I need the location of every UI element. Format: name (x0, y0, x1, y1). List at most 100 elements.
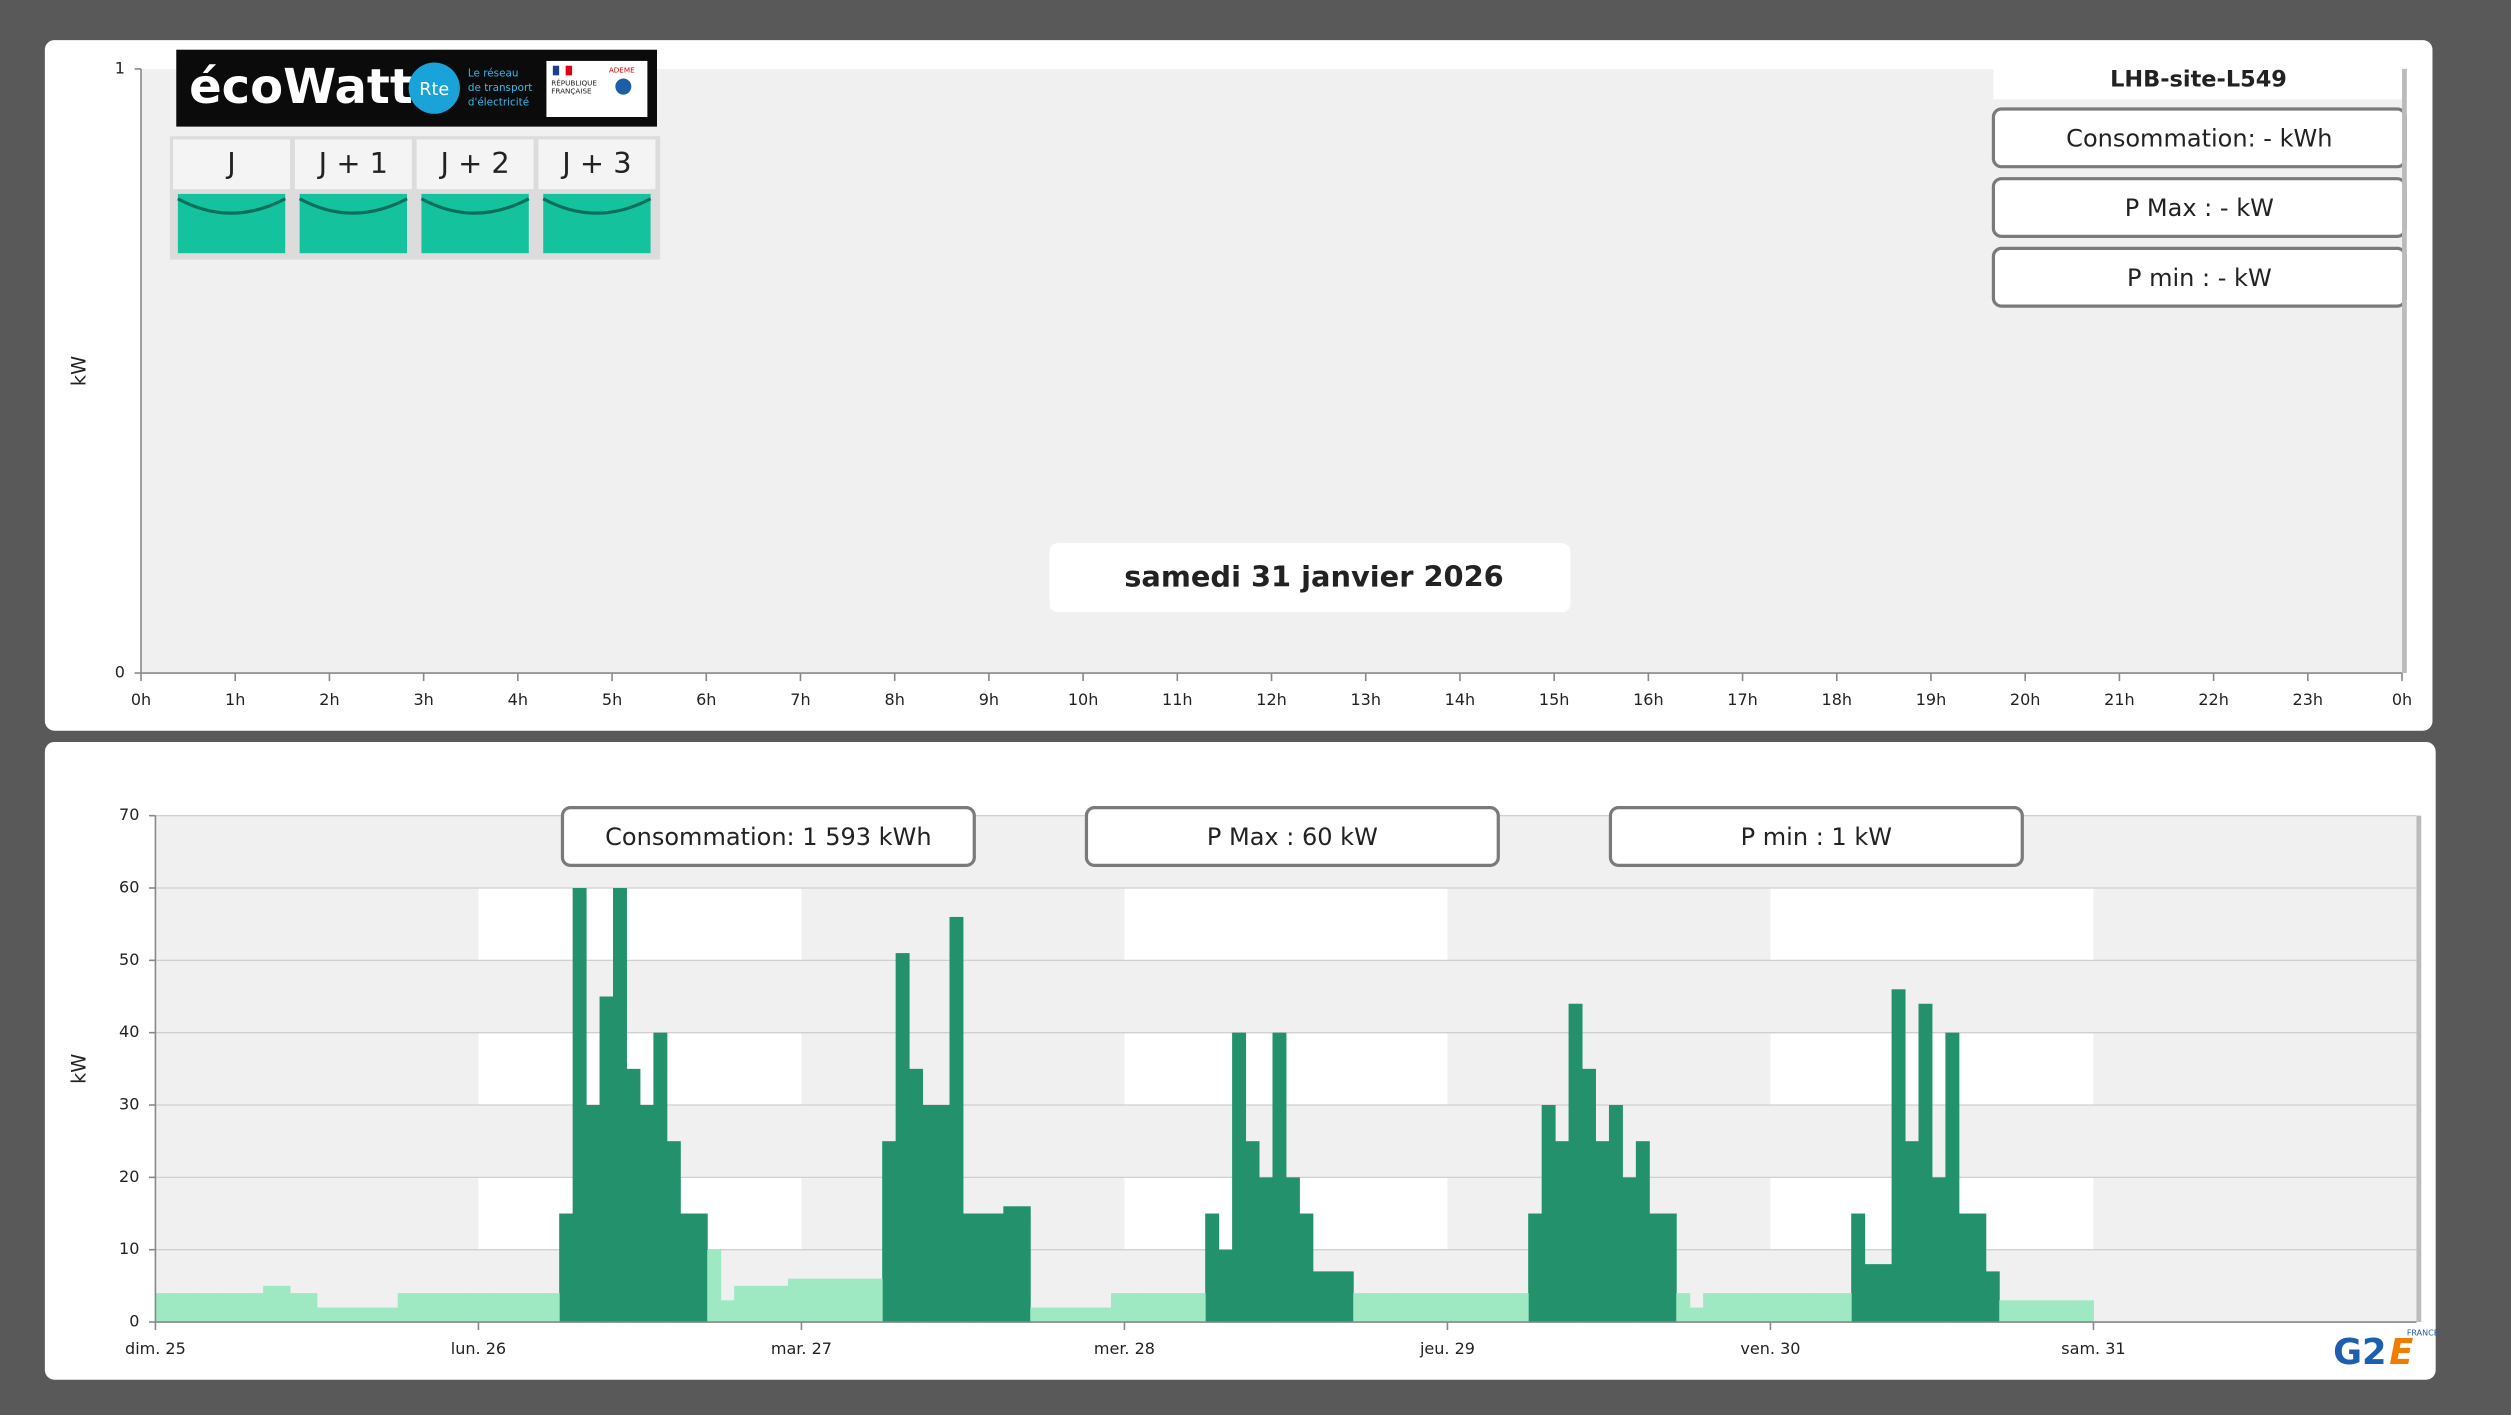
bar (1205, 1213, 1220, 1323)
stat-label: P Max : 60 kW (1207, 823, 1378, 851)
bar (1433, 1293, 1448, 1323)
day-header (294, 139, 412, 190)
x-tick-label: 14h (1445, 690, 1476, 709)
bar (707, 1249, 722, 1323)
bar (1043, 1307, 1058, 1323)
date-box (1049, 543, 1571, 613)
marks (155, 888, 2094, 1323)
y-tick-label: 0 (129, 1312, 139, 1331)
bar (1420, 1293, 1435, 1323)
x-tick-label: 20h (2010, 690, 2041, 709)
x-tick-label: 10h (1068, 690, 1099, 709)
bar (639, 1105, 654, 1323)
bar (276, 1285, 291, 1323)
bar (1649, 1213, 1664, 1323)
stat-label: P Max : - kW (2125, 194, 2274, 222)
x-tick-label: 4h (508, 690, 528, 709)
bar (1595, 1141, 1610, 1323)
bar (1030, 1307, 1045, 1323)
bar (693, 1213, 708, 1323)
bar (1716, 1293, 1731, 1323)
bar (1110, 1293, 1125, 1323)
bar (209, 1293, 224, 1323)
day-header (538, 139, 656, 190)
bar (330, 1307, 345, 1323)
bar (895, 953, 910, 1323)
bar (1501, 1293, 1516, 1323)
bar (962, 1213, 977, 1323)
bar (666, 1141, 681, 1323)
day-wave (177, 197, 286, 215)
bar (613, 888, 627, 1323)
x-tick-label: 2h (319, 690, 339, 709)
y-tick-label: 60 (119, 878, 139, 897)
x-tick-label: lun. 26 (451, 1339, 506, 1358)
bar (263, 1285, 278, 1323)
bar (1676, 1293, 1691, 1323)
y-axis-label: kW (68, 1054, 91, 1084)
ademe-logo (615, 78, 632, 95)
day-label: J + 3 (560, 146, 631, 180)
day-label: J (225, 146, 236, 180)
x-tick-label: 6h (696, 690, 716, 709)
bar (1353, 1293, 1368, 1323)
bar (384, 1307, 399, 1323)
x-tick-label: 21h (2104, 690, 2135, 709)
x-tick-label: 1h (225, 690, 245, 709)
bar (1474, 1293, 1489, 1323)
bar (1582, 1068, 1596, 1323)
day-signal (177, 193, 286, 254)
rte-tagline: d'électricité (468, 97, 529, 109)
bar (1797, 1293, 1812, 1323)
bar (1662, 1213, 1677, 1323)
bar (734, 1285, 749, 1323)
x-tick-label: ven. 30 (1740, 1339, 1800, 1358)
bar (1837, 1293, 1852, 1323)
logo-accent: E (2389, 1332, 2413, 1373)
stat-box (560, 806, 976, 867)
bar (1878, 1264, 1893, 1323)
bar (491, 1293, 506, 1323)
bar (1931, 1177, 1946, 1323)
bar (747, 1285, 762, 1323)
x-tick-label: 0h (2392, 690, 2412, 709)
plot-band (1770, 888, 2094, 961)
bar (653, 1032, 668, 1323)
y-tick-label: 70 (119, 805, 139, 824)
bar (1407, 1293, 1422, 1323)
bar (464, 1293, 479, 1323)
bar (1905, 1141, 1919, 1323)
bar (1999, 1300, 2014, 1323)
bar (478, 1293, 493, 1323)
bar (1137, 1293, 1152, 1323)
x-tick-label: 19h (1916, 690, 1947, 709)
bar (438, 1293, 453, 1323)
bar (1608, 1105, 1623, 1323)
x-tick-label: 23h (2293, 690, 2324, 709)
x-tick-label: jeu. 29 (1419, 1339, 1475, 1358)
bar (1891, 989, 1906, 1323)
y-tick-label: 0 (115, 663, 125, 682)
bar (1084, 1307, 1099, 1323)
x-tick-label: 0h (131, 690, 151, 709)
x-tick-label: 3h (413, 690, 433, 709)
stat-box (1084, 806, 1500, 867)
bar (1366, 1293, 1381, 1323)
bar (1003, 1206, 1018, 1323)
bar (1245, 1141, 1260, 1323)
bar (451, 1293, 466, 1323)
rte-text: Rte (419, 80, 449, 100)
bar (182, 1293, 197, 1323)
bar (814, 1278, 829, 1323)
x-tick-label: mer. 28 (1094, 1339, 1155, 1358)
bar (1635, 1141, 1650, 1323)
bar (720, 1300, 735, 1323)
rte-tagline: de transport (468, 82, 532, 94)
bar (2012, 1300, 2027, 1323)
bar (828, 1278, 843, 1323)
bar (559, 1213, 574, 1323)
bar (424, 1293, 439, 1323)
bar (222, 1293, 237, 1323)
bar (2039, 1300, 2054, 1323)
